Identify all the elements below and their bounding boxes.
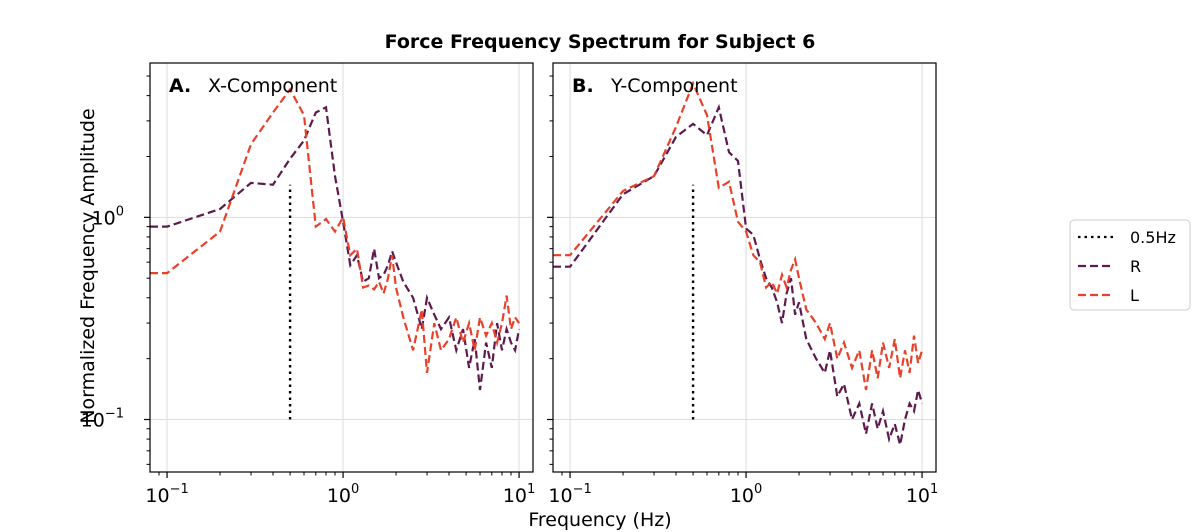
axes-frame [149, 62, 534, 473]
legend-box [1069, 219, 1191, 311]
panel-x-component: 10−1 100 101 10−1 100 A. X-Component [81, 62, 535, 507]
x-tick-label: 10−1 [548, 482, 591, 507]
panel-title: Y-Component [610, 75, 738, 97]
series-line-l [150, 87, 521, 374]
x-tick-label: 10−1 [145, 482, 188, 507]
plot-area [150, 87, 521, 420]
y-tick-label: 10−1 [81, 407, 124, 432]
legend-label-1: 0.5Hz [1130, 228, 1176, 247]
series-line-r [150, 105, 521, 391]
panel-letter: B. [572, 75, 594, 97]
y-tick-label: 100 [92, 204, 124, 229]
series-line-r [553, 103, 924, 446]
axes-frame [552, 62, 937, 473]
series-line-l [553, 80, 924, 391]
panel-title: X-Component [208, 75, 337, 97]
x-axis-label: Frequency (Hz) [528, 509, 671, 531]
panel-y-component: 10−1 100 101 B. Y-Component [547, 62, 938, 507]
x-tick-label: 100 [730, 482, 762, 507]
x-tick-label: 101 [906, 482, 938, 507]
x-tick-label: 101 [503, 482, 535, 507]
x-tick-label: 100 [327, 482, 359, 507]
legend-label-2: R [1130, 257, 1141, 276]
panel-letter: A. [169, 75, 191, 97]
plot-area [553, 80, 924, 446]
figure-title: Force Frequency Spectrum for Subject 6 [385, 31, 816, 53]
legend-label-3: L [1130, 286, 1139, 305]
y-axis-label: Normalized Frequency Amplitude [77, 108, 99, 423]
legend: 0.5Hz RL [1069, 219, 1191, 311]
